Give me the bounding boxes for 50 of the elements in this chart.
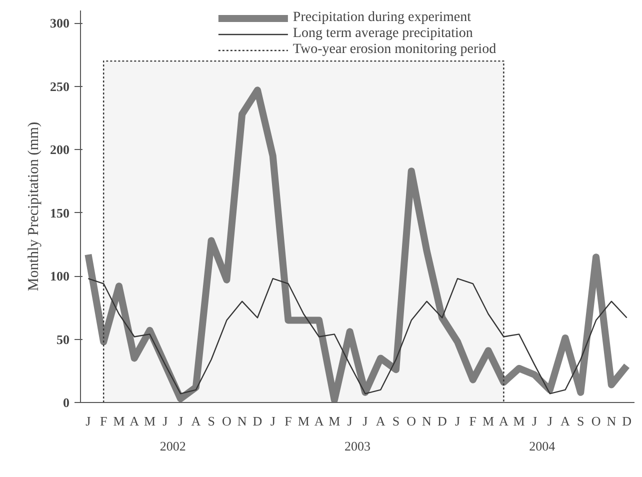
text: 2004 [529,438,556,454]
x-tick-label: A [376,414,386,428]
y-axis-title: Monthly Precipitation (mm) [26,122,42,292]
x-tick-label: F [100,414,108,428]
x-tick-label: A [560,414,571,428]
y-tick-label: 300 [50,16,70,31]
y-tick-label: 50 [56,332,70,347]
y-tick-label: 100 [50,268,70,284]
x-tick-label: J [162,414,168,428]
x-tick-label: J [178,414,184,428]
x-tick-label: F [284,414,292,428]
x-tick-label: J [347,414,352,428]
x-tick-label: D [622,414,632,428]
y-tick-label: 0 [63,395,70,410]
x-tick-label: J [547,414,552,428]
x-tick-label: A [130,414,140,428]
legend-label: Precipitation during experiment [292,10,471,26]
x-tick-label: A [191,414,202,428]
x-tick-label: M [298,414,310,428]
x-tick-label: O [222,414,232,428]
x-tick-label: J [362,414,368,428]
x-tick-label: A [499,414,509,428]
x-tick-label: J [455,414,460,428]
y-tick-label: 150 [50,205,70,220]
legend-label: Two-year erosion monitoring period [292,42,496,58]
legend-label: Long term average precipitation [292,26,473,42]
y-tick-label: 200 [50,142,70,158]
x-tick-label: J [532,414,538,428]
x-tick-label: N [606,414,617,428]
x-tick-label: F [469,414,477,428]
x-tick-label: M [113,414,126,428]
x-tick-label: D [252,414,262,428]
x-tick-label: M [144,414,156,428]
x-tick-label: J [86,414,91,428]
x-tick-label: D [437,414,447,428]
x-tick-label: M [482,414,495,428]
x-tick-label: A [314,414,324,428]
x-tick-label: N [237,414,248,428]
x-tick-label: S [577,414,584,428]
x-tick-label: S [208,414,215,428]
x-tick-label: M [328,414,341,428]
x-tick-label: O [406,414,416,428]
x-tick-label: M [513,414,526,428]
y-tick-label: 250 [50,78,70,94]
text: 2002 [160,438,186,454]
x-tick-label: S [392,414,400,428]
x-tick-label: N [422,414,432,428]
x-tick-label: J [270,414,276,428]
text: 2003 [344,438,370,454]
x-tick-label: O [591,414,601,428]
